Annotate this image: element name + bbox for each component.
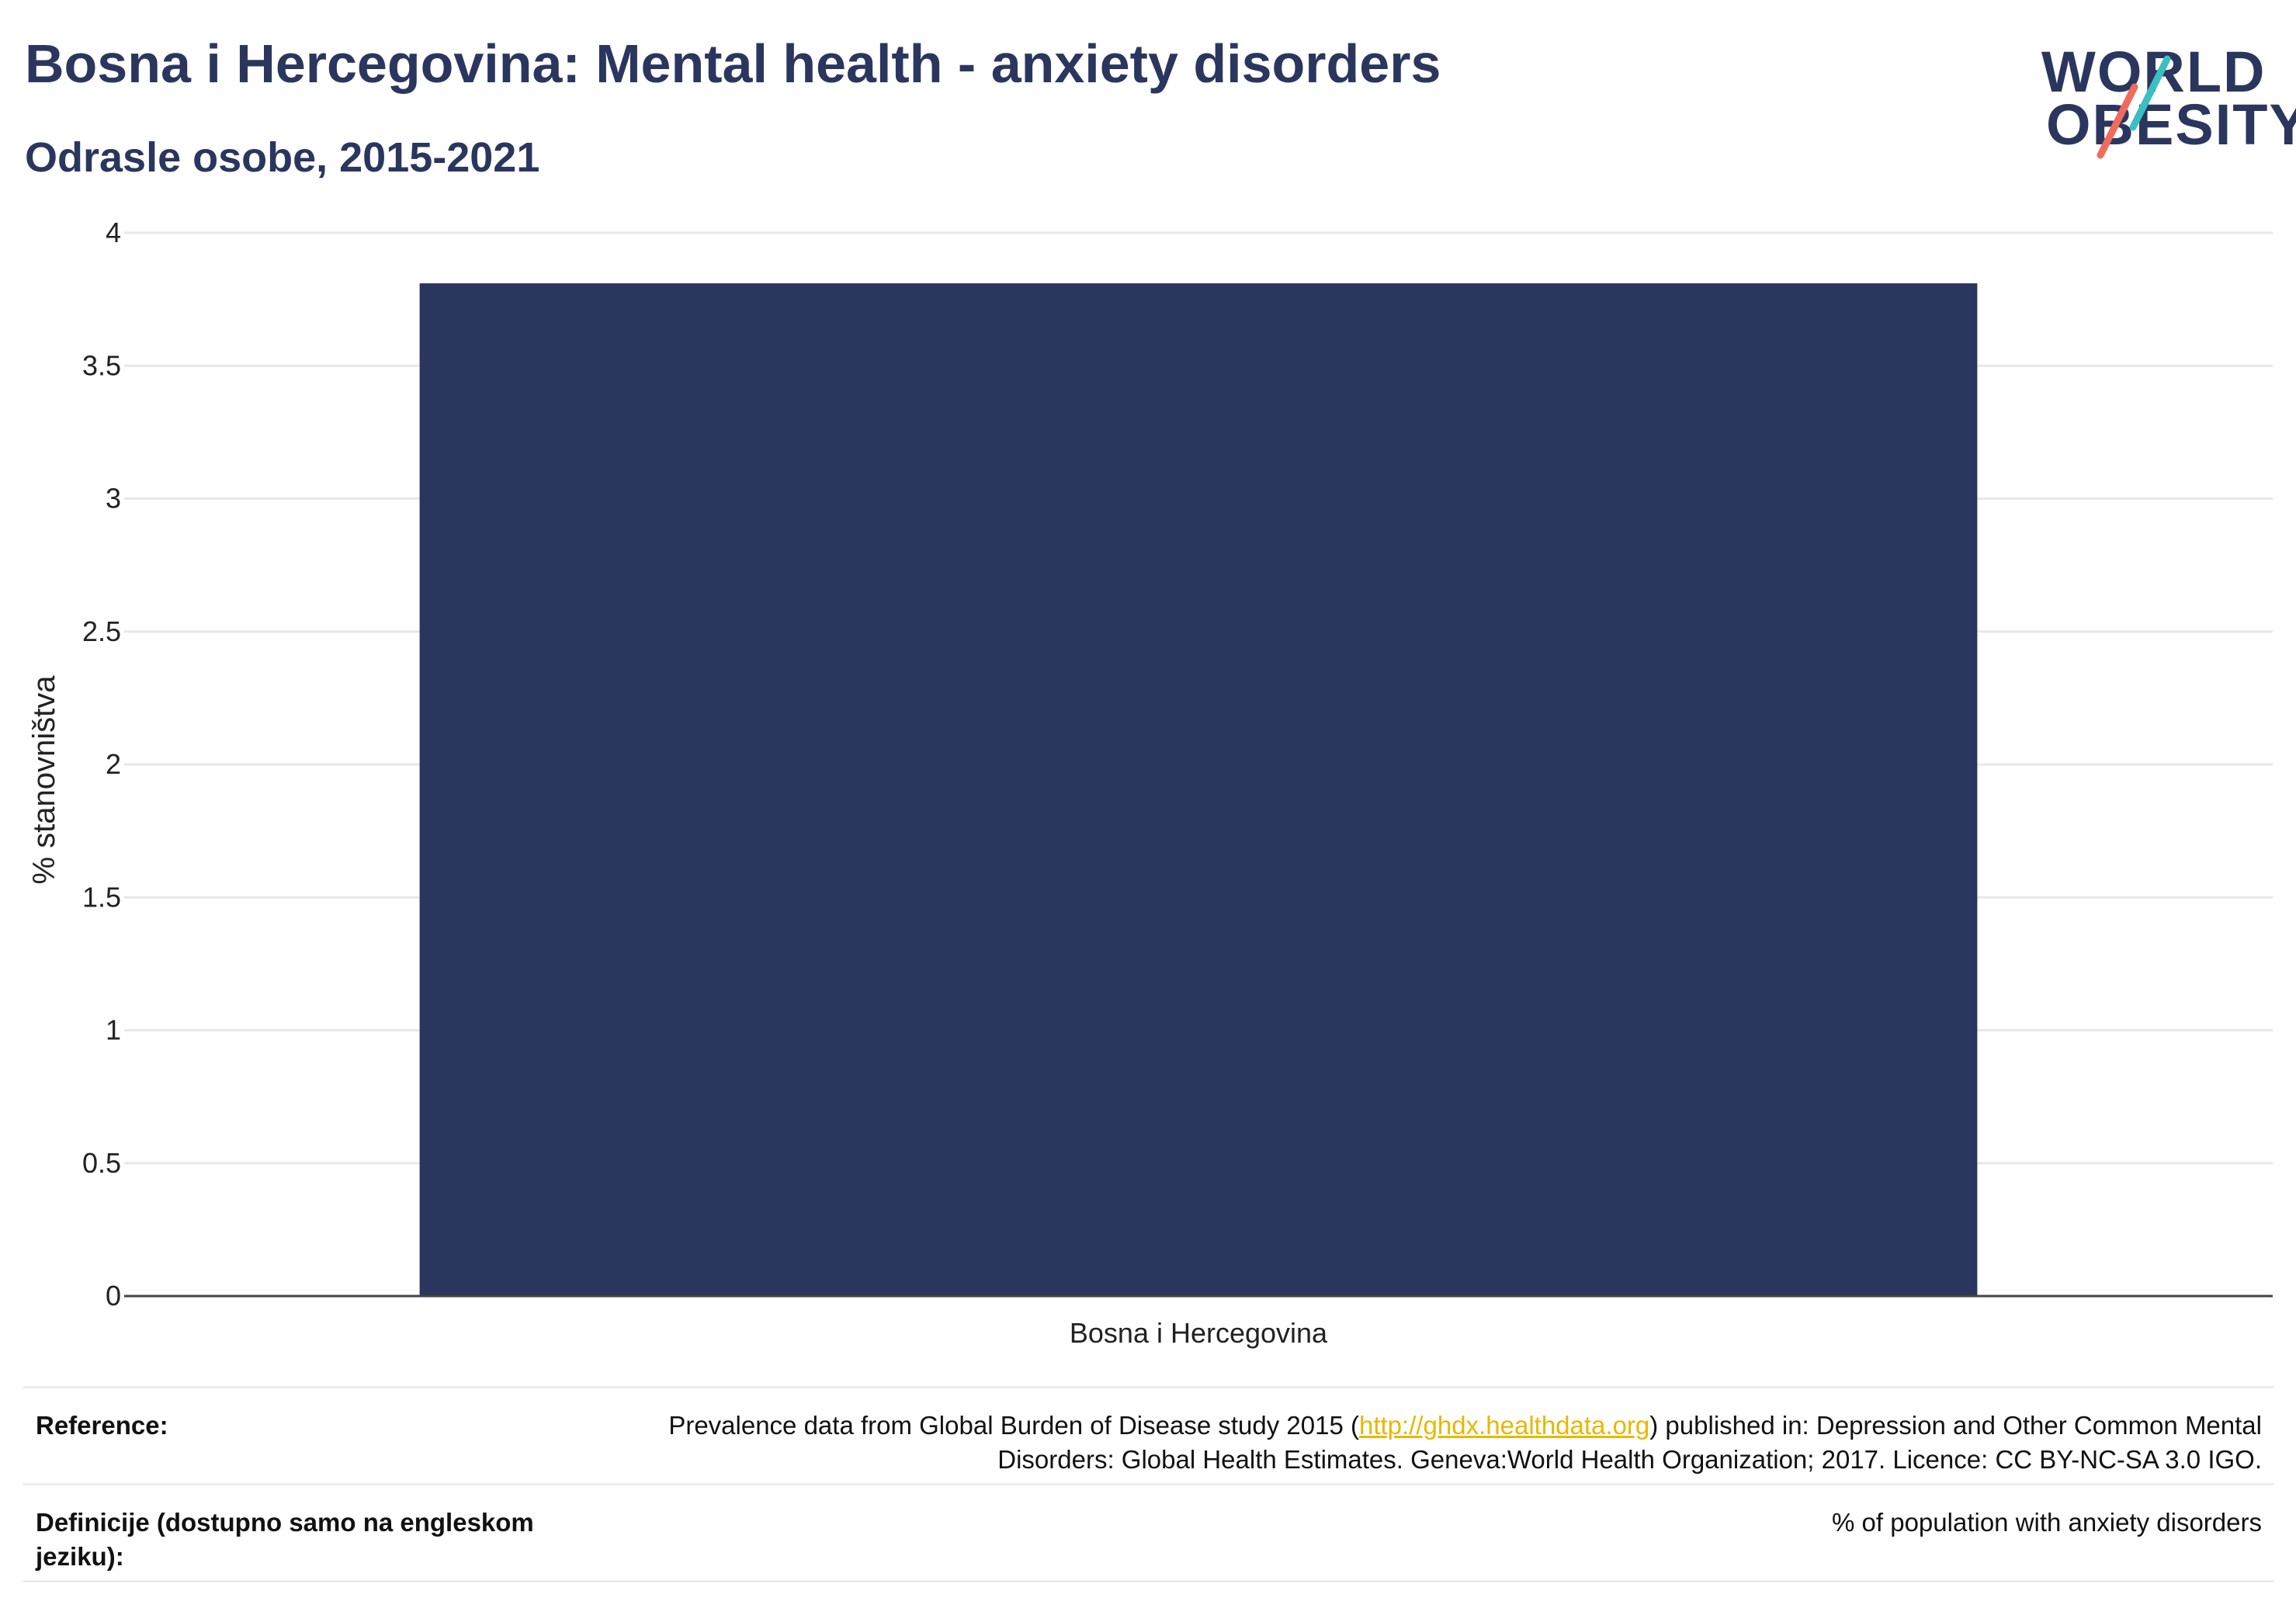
reference-row: Reference: Prevalence data from Global B… — [23, 1386, 2274, 1483]
logo-text-obesity: OBESITY — [2046, 92, 2296, 157]
definition-row: Definicije (dostupno samo na engleskom j… — [23, 1483, 2274, 1582]
x-tick-label: Bosna i Hercegovina — [1070, 1317, 1328, 1349]
chart-subtitle: Odrasle osobe, 2015-2021 — [25, 134, 540, 181]
reference-table: Reference: Prevalence data from Global B… — [23, 1386, 2274, 1582]
chart-title: Bosna i Hercegovina: Mental health - anx… — [25, 33, 1441, 94]
y-tick-label: 2.5 — [82, 615, 121, 647]
bar-chart: 0 0.5 1 1.5 2 2.5 3 3.5 4 Bosna i Hercegovina % st… — [27, 217, 2273, 1349]
definition-text: % of population with anxiety disorders — [1832, 1508, 2262, 1537]
logo-slash-icon — [2097, 55, 2171, 159]
definition-label: Definicije (dostupno samo na engleskom j… — [36, 1508, 534, 1571]
y-tick-label: 2 — [106, 748, 121, 780]
reference-label: Reference: — [36, 1411, 168, 1440]
y-tick-label: 4 — [106, 217, 121, 248]
y-tick-label: 1.5 — [82, 881, 121, 913]
y-tick-label: 3 — [106, 483, 121, 515]
y-tick-label: 3.5 — [82, 349, 121, 381]
reference-text-after: ) published in: Depression and Other Com… — [997, 1411, 2262, 1474]
reference-text-before: Prevalence data from Global Burden of Di… — [668, 1411, 1359, 1440]
reference-link[interactable]: http://ghdx.healthdata.org — [1358, 1411, 1650, 1440]
world-obesity-logo: WORLD OBESITY — [2034, 31, 2296, 163]
reference-text: Prevalence data from Global Burden of Di… — [632, 1409, 2262, 1477]
bar — [419, 283, 1978, 1297]
y-tick-label: 1 — [106, 1014, 121, 1046]
y-tick-label: 0.5 — [82, 1147, 121, 1179]
y-tick-label: 0 — [106, 1280, 121, 1312]
y-axis-title: % stanovništva — [27, 675, 61, 885]
